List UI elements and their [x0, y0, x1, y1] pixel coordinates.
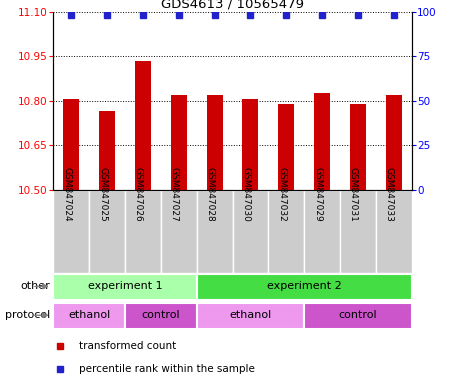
Bar	[99, 111, 115, 190]
Bar	[125, 303, 197, 329]
Text: GSM847032: GSM847032	[277, 167, 286, 222]
Text: GSM847030: GSM847030	[241, 167, 250, 222]
Text: percentile rank within the sample: percentile rank within the sample	[79, 364, 255, 374]
Bar	[197, 190, 232, 273]
Text: GSM847025: GSM847025	[98, 167, 107, 222]
Text: GSM847024: GSM847024	[62, 167, 72, 222]
Bar	[197, 274, 412, 300]
Bar	[89, 190, 125, 273]
Text: experiment 2: experiment 2	[267, 281, 341, 291]
Text: experiment 1: experiment 1	[88, 281, 162, 291]
Text: GSM847026: GSM847026	[134, 167, 143, 222]
Bar	[125, 190, 161, 273]
Bar	[161, 190, 197, 273]
Bar	[376, 190, 412, 273]
Bar	[304, 303, 412, 329]
Title: GDS4613 / 10565479: GDS4613 / 10565479	[161, 0, 304, 10]
Text: ethanol: ethanol	[68, 310, 110, 320]
Bar	[53, 274, 197, 300]
Bar	[385, 95, 402, 190]
Bar	[232, 190, 268, 273]
Bar	[53, 303, 125, 329]
Bar	[53, 190, 89, 273]
Bar	[242, 99, 259, 190]
Text: other: other	[20, 281, 50, 291]
Bar	[340, 190, 376, 273]
Bar	[268, 190, 304, 273]
Text: GSM847027: GSM847027	[170, 167, 179, 222]
Bar	[278, 104, 294, 190]
Text: GSM847029: GSM847029	[313, 167, 322, 222]
Text: GSM847033: GSM847033	[385, 167, 393, 222]
Text: GSM847028: GSM847028	[206, 167, 214, 222]
Bar	[63, 99, 80, 190]
Text: transformed count: transformed count	[79, 341, 176, 351]
Text: control: control	[339, 310, 377, 320]
Bar	[135, 61, 151, 190]
Text: ethanol: ethanol	[229, 310, 272, 320]
Text: GSM847031: GSM847031	[349, 167, 358, 222]
Bar	[206, 95, 223, 190]
Bar	[171, 95, 187, 190]
Bar	[304, 190, 340, 273]
Text: control: control	[141, 310, 180, 320]
Text: protocol: protocol	[5, 310, 50, 320]
Bar	[197, 303, 304, 329]
Bar	[350, 104, 366, 190]
Bar	[314, 93, 330, 190]
